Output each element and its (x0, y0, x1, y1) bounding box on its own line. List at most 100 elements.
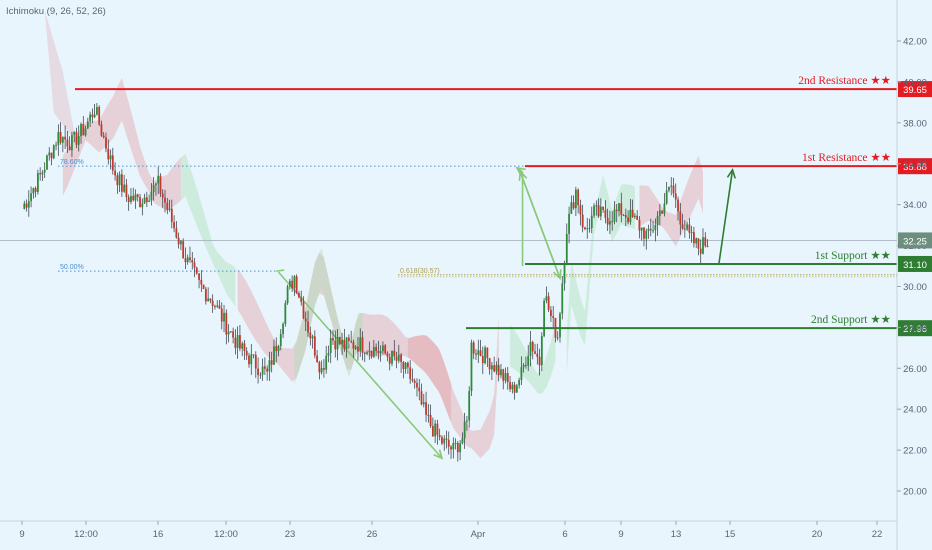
candle-body (400, 354, 402, 362)
level-value-0: 39.65 (903, 85, 927, 96)
candle-body (522, 364, 525, 368)
time-tick-label: 9 (19, 529, 24, 540)
candle-body (182, 241, 185, 259)
candle-body (189, 257, 191, 261)
candle-body (447, 439, 450, 447)
candle-body (422, 402, 425, 405)
candle-body (100, 124, 103, 136)
candle-body (141, 203, 144, 208)
level-label-1: 1st Resistance ★★ (802, 152, 891, 164)
candle-body (93, 114, 96, 118)
fib-label-618: 0.618(30.57) (400, 268, 440, 275)
candle-body (413, 380, 416, 383)
candle-body (463, 421, 466, 439)
candle-body (515, 385, 518, 393)
candle-body (357, 346, 359, 352)
candle-body (327, 352, 330, 356)
candle-body (647, 228, 650, 231)
candle-body (239, 335, 241, 349)
candle-body (266, 368, 269, 372)
candle-body (466, 420, 468, 422)
indicator-label[interactable]: Ichimoku (9, 26, 52, 26) (6, 6, 106, 17)
candle-body (431, 425, 434, 437)
candle-body (352, 342, 355, 349)
candle-body (55, 145, 57, 147)
candle-body (416, 382, 418, 388)
candle-body (661, 210, 664, 214)
price-tick-label: 42.00 (903, 37, 927, 48)
candle-body (59, 131, 62, 143)
candle-body (166, 202, 169, 210)
candle-body (683, 228, 686, 230)
candle-body (107, 148, 110, 160)
candle-body (382, 345, 384, 352)
candle-body (445, 438, 448, 440)
candle-body (257, 368, 259, 375)
candle-body (220, 308, 223, 322)
time-tick-label: 9 (618, 529, 623, 540)
level-label-0: 2nd Resistance ★★ (798, 75, 891, 87)
candle-body (293, 276, 296, 289)
candle-body (120, 174, 123, 192)
candle-body (336, 336, 339, 350)
candle-body (681, 224, 684, 229)
candle-body (177, 237, 180, 245)
candle-body (550, 309, 552, 317)
candle-body (109, 155, 112, 160)
candle-body (563, 262, 566, 284)
candle-body (590, 215, 593, 229)
candle-body (493, 365, 496, 372)
candle-body (77, 136, 80, 145)
candle-body (459, 443, 462, 453)
candle-body (672, 185, 675, 194)
candle-body (204, 288, 207, 302)
candle-body (316, 355, 318, 363)
candle-body (411, 379, 414, 381)
candle-body (175, 228, 178, 238)
candle-body (136, 194, 139, 198)
candle-body (686, 224, 689, 230)
candle-body (105, 137, 107, 149)
cloud-segment (407, 315, 499, 459)
candle-body (41, 172, 44, 175)
time-tick-label: 12:00 (214, 529, 238, 540)
candle-body (347, 337, 350, 342)
candle-body (354, 346, 357, 349)
candle-body (615, 209, 618, 212)
candle-body (368, 350, 371, 353)
candle-body (32, 188, 35, 194)
candle-body (402, 361, 405, 370)
candle-body (250, 354, 253, 365)
candle-body (89, 114, 91, 122)
time-tick-label: 20 (812, 529, 823, 540)
candle-body (375, 346, 378, 351)
trend-arrows (276, 166, 736, 460)
candle-body (359, 337, 362, 352)
candle-body (652, 230, 654, 232)
candle-body (57, 131, 60, 146)
candle-body (568, 213, 570, 234)
candle-body (325, 355, 328, 370)
candle-body (157, 175, 160, 184)
candle-body (434, 423, 437, 437)
candle-body (604, 209, 607, 218)
candle-body (484, 347, 486, 364)
candle-body (613, 209, 616, 222)
candle-body (209, 298, 212, 301)
time-tick-label: 15 (725, 529, 736, 540)
candle-body (134, 194, 137, 201)
candle-body (229, 331, 232, 333)
candle-body (173, 221, 175, 229)
candle-body (329, 337, 332, 353)
time-tick-label: 13 (671, 529, 682, 540)
candle-body (130, 195, 132, 202)
candle-body (497, 365, 500, 376)
candle-body (268, 360, 271, 372)
candle-body (338, 336, 341, 344)
price-axis: 20.0022.0024.0026.0028.0030.0032.0034.00… (896, 0, 932, 550)
candle-body (495, 365, 498, 372)
candle-body (441, 437, 443, 444)
price-tick-label: 22.00 (903, 446, 927, 457)
candle-body (263, 366, 266, 369)
